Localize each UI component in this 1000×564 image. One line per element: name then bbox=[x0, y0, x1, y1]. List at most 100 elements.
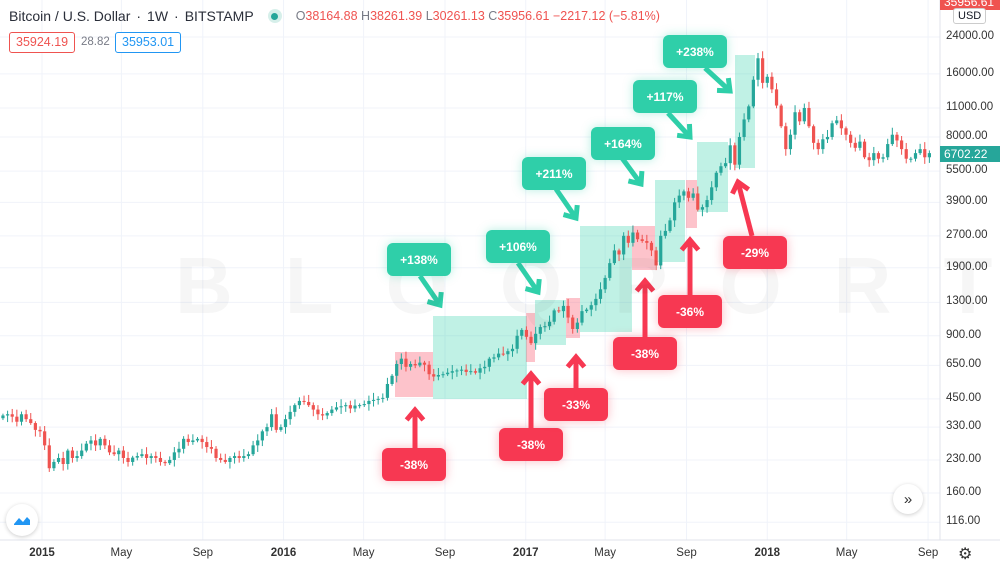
arrow-shaft bbox=[703, 66, 732, 93]
time-tick-label: Sep bbox=[192, 547, 214, 559]
annotation-arrows bbox=[404, 66, 755, 448]
candle-up bbox=[450, 371, 454, 373]
exchange: BITSTAMP bbox=[184, 8, 254, 24]
candle-up bbox=[663, 230, 667, 236]
arrow-shaft bbox=[619, 156, 644, 186]
candle-down bbox=[432, 374, 436, 377]
interval[interactable]: 1W bbox=[147, 8, 169, 24]
watermark: BLOQPORT bbox=[175, 240, 1000, 332]
candle-up bbox=[589, 305, 593, 310]
candle-down bbox=[686, 191, 691, 198]
scroll-to-realtime-button[interactable]: » bbox=[893, 484, 923, 514]
candle-up bbox=[612, 250, 617, 264]
candle-up bbox=[436, 374, 440, 377]
candle-up bbox=[520, 329, 524, 336]
candle-up bbox=[260, 431, 264, 441]
candle-up bbox=[723, 163, 728, 167]
candle-up bbox=[682, 191, 686, 196]
candle-up bbox=[890, 134, 894, 145]
candle-up bbox=[659, 235, 663, 266]
candle-down bbox=[29, 419, 33, 424]
candle-up bbox=[705, 200, 709, 208]
candle-up bbox=[598, 289, 603, 299]
candle-down bbox=[43, 431, 47, 446]
candle-up bbox=[631, 232, 635, 243]
candle-up bbox=[506, 351, 510, 355]
arrow-head bbox=[404, 406, 426, 422]
candle-down bbox=[839, 120, 843, 129]
candle-down bbox=[895, 134, 899, 141]
candle-up bbox=[710, 187, 714, 201]
candle-up bbox=[279, 427, 283, 430]
candle-down bbox=[311, 405, 315, 410]
candle-up bbox=[821, 139, 825, 150]
candle-up bbox=[793, 112, 797, 135]
candle-up bbox=[367, 400, 371, 405]
candle-up bbox=[117, 450, 121, 455]
arrow-shaft bbox=[666, 111, 692, 139]
candle-down bbox=[94, 440, 98, 446]
sell-price-button[interactable]: 35924.19 bbox=[9, 32, 76, 53]
candle-up bbox=[89, 440, 93, 444]
arrow-head bbox=[634, 277, 656, 293]
arrow-shaft bbox=[417, 274, 443, 307]
candle-up bbox=[487, 358, 491, 367]
candle-up bbox=[737, 136, 742, 165]
candle-up bbox=[608, 263, 612, 278]
candle-down bbox=[816, 142, 820, 150]
currency-button[interactable]: USD bbox=[953, 8, 987, 24]
candle-up bbox=[390, 375, 394, 384]
tradingview-logo-button[interactable] bbox=[6, 504, 38, 536]
candle-up bbox=[228, 457, 232, 462]
arrow-shaft bbox=[735, 181, 755, 237]
candle-up bbox=[330, 409, 334, 414]
candle-down bbox=[112, 452, 116, 455]
price-tick-label: 450.00 bbox=[946, 391, 982, 404]
candle-down bbox=[38, 429, 42, 432]
candle-down bbox=[566, 305, 570, 318]
range-boxes bbox=[395, 55, 755, 399]
candle-up bbox=[246, 454, 251, 457]
candle-up bbox=[195, 438, 200, 441]
arrow-head bbox=[520, 370, 542, 386]
price-tick-label: 3900.00 bbox=[946, 195, 988, 208]
symbol-name[interactable]: Bitcoin / U.S. Dollar bbox=[9, 8, 131, 24]
candle-up bbox=[496, 353, 501, 358]
candle-up bbox=[459, 369, 464, 371]
buy-price-button[interactable]: 35953.01 bbox=[115, 32, 182, 53]
candle-up bbox=[177, 448, 181, 453]
price-tick-label: 1300.00 bbox=[946, 295, 988, 308]
candle-up bbox=[469, 371, 473, 373]
candle-down bbox=[15, 416, 19, 422]
candle-down bbox=[205, 442, 209, 448]
candle-up bbox=[483, 366, 487, 369]
drawdown-range-box bbox=[686, 180, 697, 228]
candle-down bbox=[144, 454, 149, 458]
candle-up bbox=[66, 450, 70, 464]
price-tick-label: 900.00 bbox=[946, 328, 982, 341]
candle-down bbox=[645, 241, 649, 243]
last-price-tag: 6702.22 bbox=[940, 146, 1000, 162]
candle-up bbox=[256, 440, 260, 446]
gain-range-box bbox=[697, 142, 728, 212]
candle-up bbox=[385, 383, 390, 398]
drawdown-label: -38% bbox=[613, 337, 677, 370]
candle-down bbox=[47, 445, 51, 469]
candle-up bbox=[668, 220, 672, 231]
candle-up bbox=[358, 405, 362, 407]
gain-label: +138% bbox=[387, 243, 451, 276]
candle-down bbox=[154, 456, 158, 458]
candle-down bbox=[640, 239, 644, 242]
candle-down bbox=[844, 128, 848, 135]
candle-up bbox=[251, 445, 255, 455]
candle-down bbox=[33, 423, 37, 430]
candle-down bbox=[422, 362, 427, 365]
candle-up bbox=[714, 172, 718, 188]
current-price-tag: 35956.61 bbox=[940, 0, 1000, 10]
candle-up bbox=[395, 364, 399, 376]
time-tick-label: 2016 bbox=[270, 547, 297, 559]
candle-down bbox=[237, 456, 241, 458]
candle-up bbox=[344, 405, 348, 407]
candle-down bbox=[302, 400, 306, 402]
settings-gear-icon[interactable]: ⚙ bbox=[958, 546, 973, 563]
